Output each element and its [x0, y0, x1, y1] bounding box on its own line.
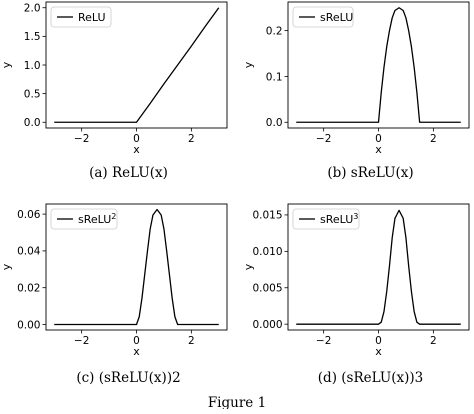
y-tick-label: 0.04: [17, 246, 41, 258]
x-axis-label: x: [133, 345, 140, 358]
legend-box: [50, 6, 112, 28]
series-line: [296, 7, 461, 123]
legend-label-text: sReLU: [320, 213, 353, 226]
y-tick-label: 0.02: [17, 282, 40, 294]
figure-label: Figure 1: [208, 395, 266, 409]
legend-box: [292, 6, 354, 28]
panel-caption: (c) (sReLU(x))2: [76, 370, 180, 386]
y-axis-label: y: [0, 61, 13, 68]
y-axis-label: y: [242, 263, 255, 270]
y-tick-label: 2.0: [24, 3, 41, 15]
legend-label-text: ReLU: [78, 11, 106, 24]
series-line: [54, 7, 220, 123]
x-tick-label: −2: [74, 335, 89, 347]
x-axis-label: x: [375, 143, 382, 156]
x-tick-label: 0: [133, 335, 140, 347]
x-tick-label: 0: [375, 335, 382, 347]
y-tick-label: 0.00: [17, 319, 40, 331]
legend-box: [292, 208, 360, 230]
x-tick-label: 2: [188, 335, 195, 347]
legend-label: sReLU: [320, 11, 353, 24]
panel-caption: (d) (sReLU(x))3: [318, 370, 423, 386]
legend-superscript: 3: [353, 212, 358, 221]
y-tick-label: 0.010: [252, 246, 282, 258]
legend-box: [50, 208, 118, 230]
x-tick-label: −2: [316, 133, 331, 145]
x-axis-label: x: [375, 345, 382, 358]
x-tick-label: −2: [74, 133, 89, 145]
x-tick-label: 2: [430, 335, 437, 347]
y-tick-label: 0.5: [24, 88, 41, 100]
series-line: [54, 208, 219, 326]
y-tick-label: 0.015: [252, 210, 282, 222]
legend-label: sReLU2: [78, 212, 116, 226]
legend-label: sReLU3: [320, 212, 358, 226]
y-tick-label: 0.2: [266, 25, 283, 37]
x-tick-label: 2: [430, 133, 437, 145]
legend-label-text: sReLU: [320, 11, 353, 24]
y-tick-label: 0.005: [252, 283, 282, 295]
panel-caption: (b) sReLU(x): [327, 165, 413, 181]
y-tick-label: 0.06: [17, 209, 41, 221]
y-tick-label: 1.5: [24, 31, 41, 43]
y-tick-label: 0.000: [252, 319, 282, 331]
panel-b: −2 0 2 0.0 0.1 0.2 x y sReLU (b) sReLU(x): [242, 1, 470, 181]
x-tick-label: 0: [133, 133, 140, 145]
y-tick-label: 0.0: [266, 117, 283, 129]
y-tick-label: 0.0: [24, 117, 41, 129]
panel-a: −2 0 2 0.0 0.5 1.0 1.5 2.0 x y ReLU (a) ReLU(x): [0, 1, 228, 181]
y-tick-label: 0.1: [266, 71, 283, 83]
panel-caption: (a) ReLU(x): [89, 165, 168, 181]
y-axis-label: y: [0, 263, 13, 270]
series-line: [296, 209, 461, 325]
legend-label-text: sReLU: [78, 213, 111, 226]
y-tick-label: 1.0: [24, 60, 41, 72]
x-tick-label: 2: [188, 133, 195, 145]
legend-label: ReLU: [78, 11, 106, 24]
x-tick-label: 0: [375, 133, 382, 145]
y-axis-label: y: [242, 61, 255, 68]
legend-superscript: 2: [111, 212, 116, 221]
x-tick-label: −2: [316, 335, 331, 347]
x-axis-label: x: [133, 143, 140, 156]
panel-d: −2 0 2 0.000 0.005 0.010 0.015 x y sReLU3 (d) (sRe…: [242, 203, 470, 386]
